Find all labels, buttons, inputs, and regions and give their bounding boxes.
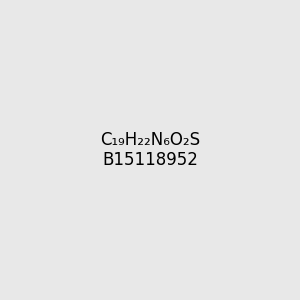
Text: C₁₉H₂₂N₆O₂S
B15118952: C₁₉H₂₂N₆O₂S B15118952 (100, 130, 200, 170)
